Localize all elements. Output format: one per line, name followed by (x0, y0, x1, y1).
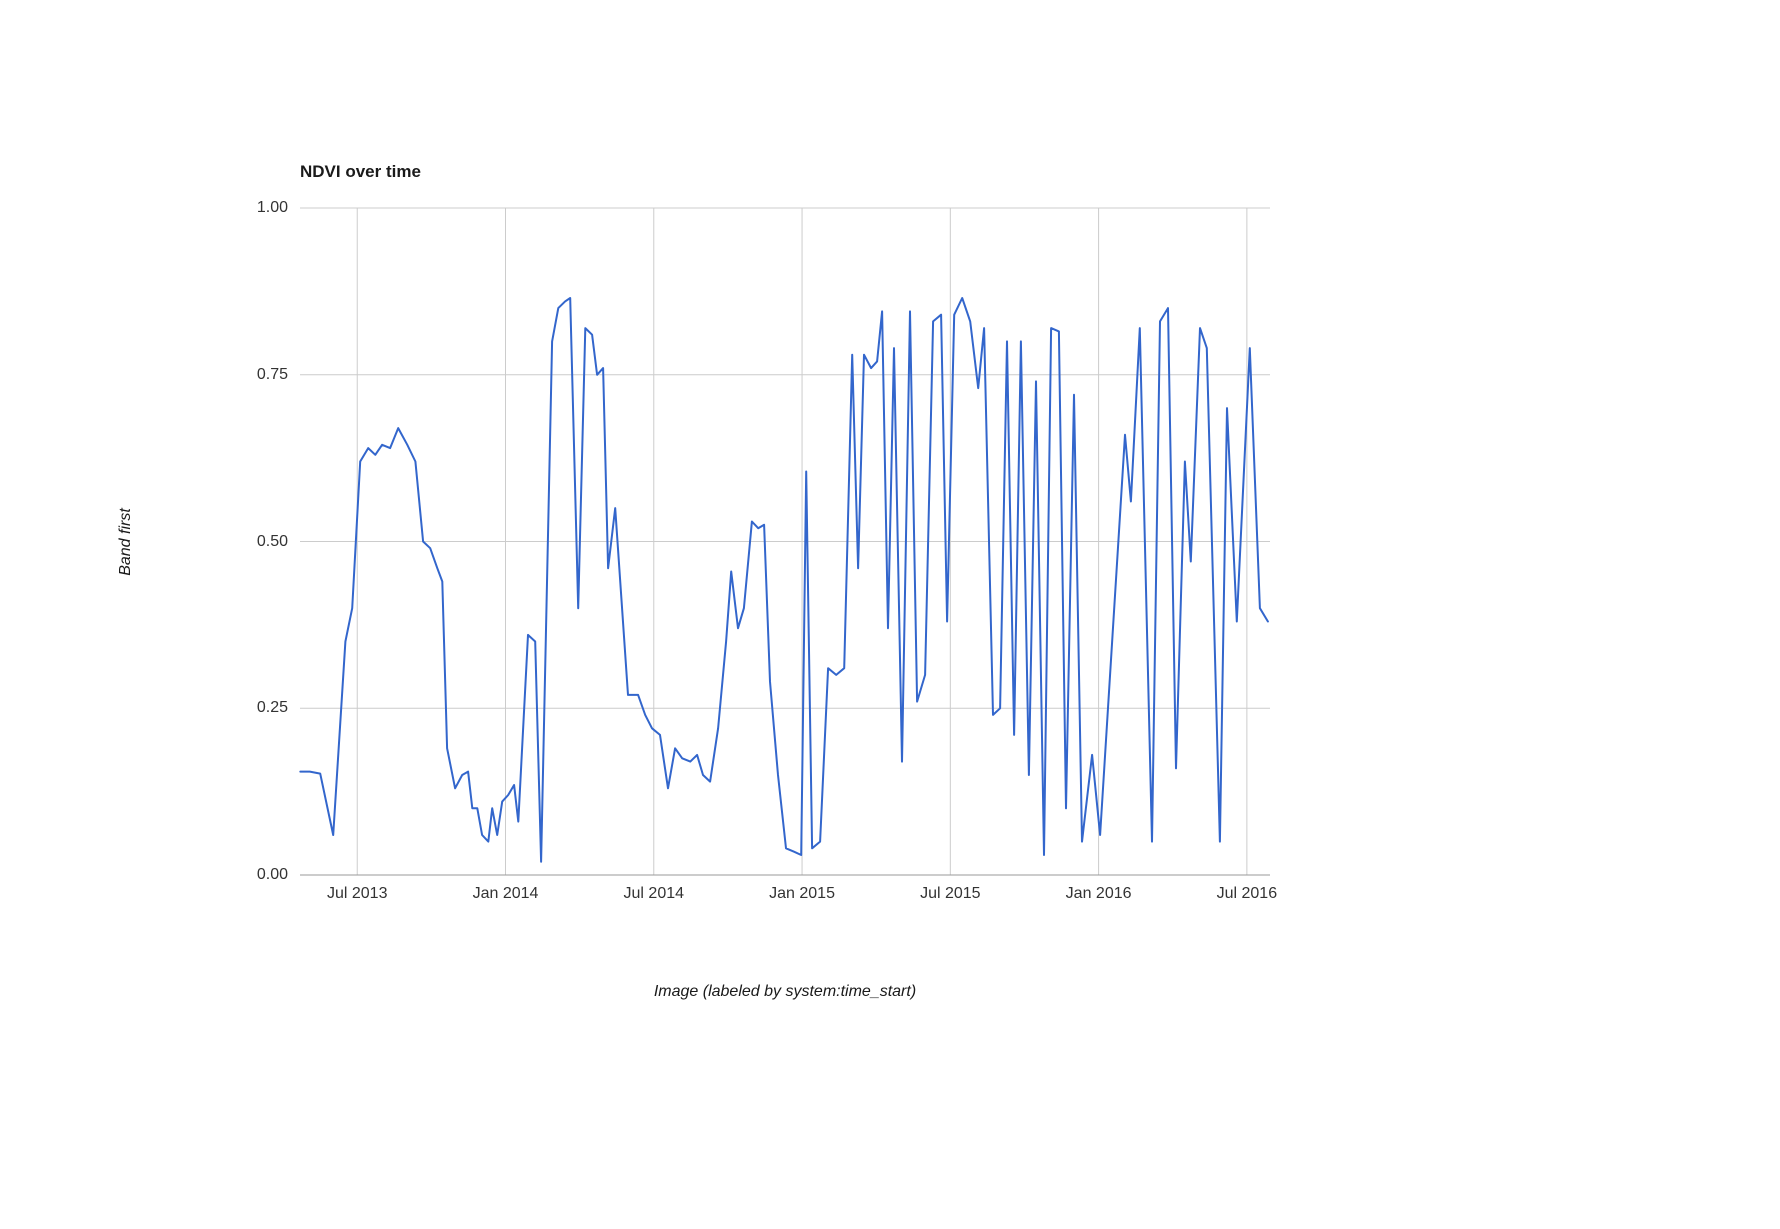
x-tick-label: Jul 2013 (326, 885, 388, 902)
x-tick-label: Jul 2015 (920, 885, 981, 902)
y-tick-label: 0.00 (256, 866, 288, 883)
x-tick-label: Jul 2014 (623, 885, 685, 902)
x-tick-label: Jan 2015 (769, 885, 835, 902)
ndvi-series-line (299, 297, 1269, 863)
y-tick-label: 0.75 (256, 365, 288, 383)
y-tick-label: 1.00 (256, 199, 288, 216)
chart-title: NDVI over time (300, 162, 421, 181)
x-tick-label: Jan 2016 (1065, 885, 1132, 902)
y-tick-label: 0.25 (256, 699, 288, 717)
x-tick-label: Jul 2016 (1216, 885, 1278, 902)
x-tick-label: Jan 2014 (472, 885, 539, 902)
y-axis-title: Band first (117, 508, 134, 576)
x-axis-title: Image (labeled by system:time_start) (653, 983, 917, 1000)
y-tick-label: 0.50 (256, 532, 288, 550)
